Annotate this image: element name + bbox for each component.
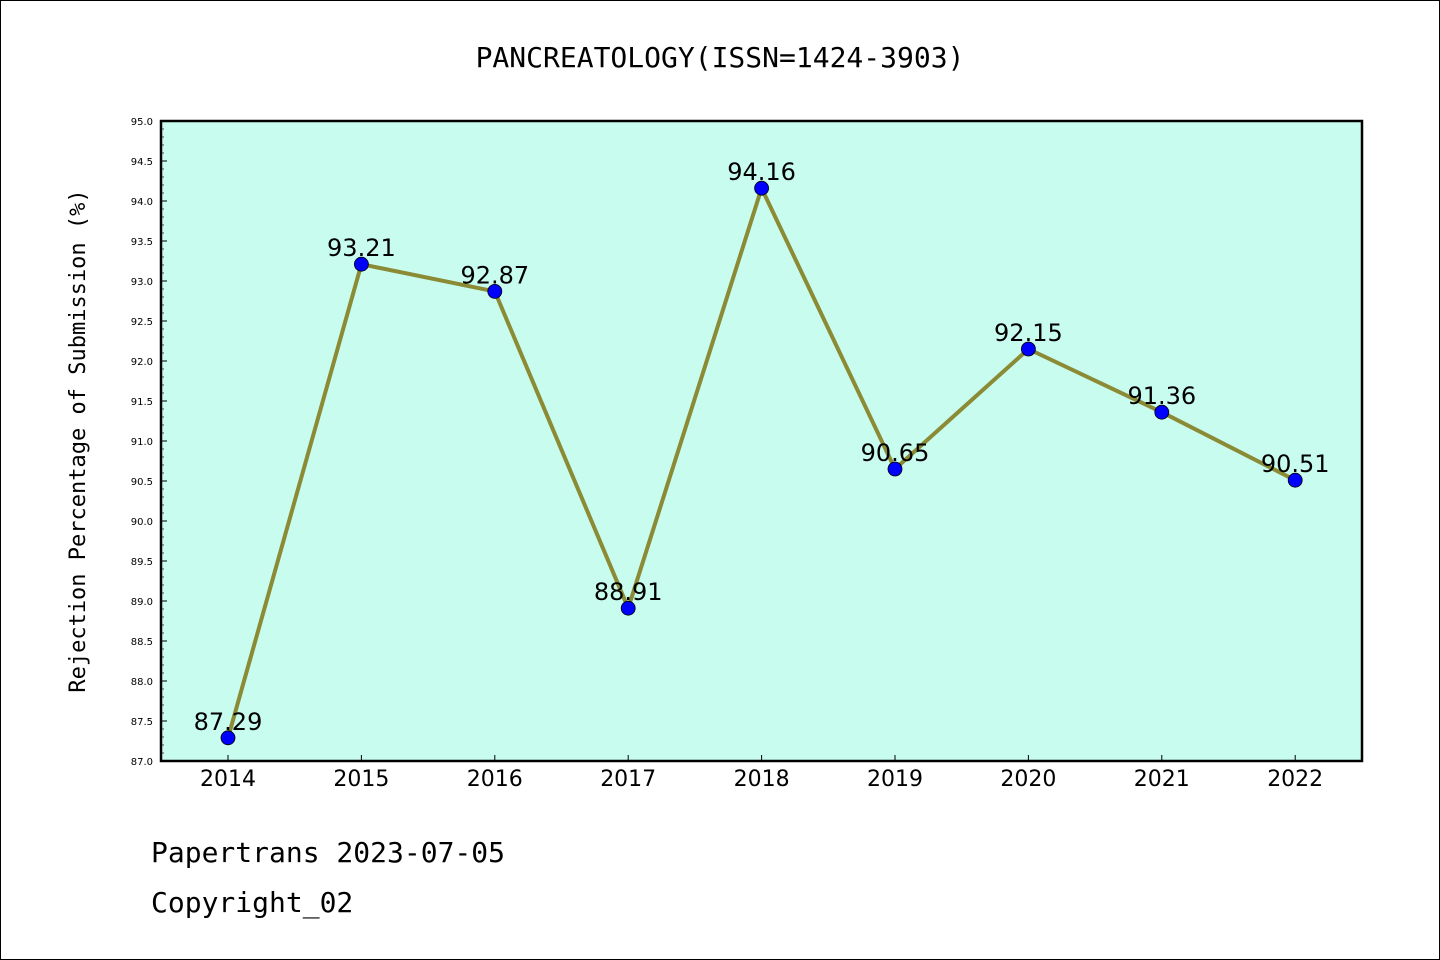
data-point <box>1021 341 1036 357</box>
y-tick-label: 88.0 <box>131 677 153 688</box>
y-tick-label: 89.5 <box>131 557 153 568</box>
data-point <box>1287 472 1303 488</box>
y-axis-label: Rejection Percentage of Submission (%) <box>66 189 91 692</box>
data-label: 91.36 <box>1127 382 1196 410</box>
chart-title: PANCREATOLOGY(ISSN=1424-3903) <box>476 41 965 74</box>
data-point <box>887 461 903 477</box>
y-tick-label: 91.5 <box>131 397 153 408</box>
y-tick-label: 93.5 <box>131 237 153 248</box>
data-label: 88.91 <box>594 578 663 606</box>
y-tick-label: 92.0 <box>131 357 153 368</box>
data-label: 90.65 <box>861 439 930 467</box>
y-tick-label: 89.0 <box>131 597 153 608</box>
y-tick-label: 87.5 <box>131 717 153 728</box>
x-tick-label: 2015 <box>333 767 389 792</box>
x-tick-label: 2020 <box>1000 767 1056 792</box>
y-tick-label: 90.0 <box>131 517 153 528</box>
x-tick-label: 2019 <box>867 767 923 792</box>
x-tick-label: 2018 <box>734 767 790 792</box>
data-label: 92.87 <box>460 261 529 289</box>
y-tick-label: 95.0 <box>131 117 153 128</box>
data-point <box>220 730 236 746</box>
data-point <box>1154 404 1170 420</box>
x-tick-label: 2021 <box>1134 767 1190 792</box>
plot-frame <box>159 119 1364 763</box>
plot-area <box>161 121 1362 761</box>
y-tick-label: 92.5 <box>131 317 153 328</box>
data-label: 92.15 <box>994 319 1063 347</box>
data-markers <box>220 180 1303 746</box>
y-tick-label: 93.0 <box>131 277 153 288</box>
x-tick-label: 2014 <box>200 767 256 792</box>
data-point <box>487 283 503 299</box>
data-label: 90.51 <box>1261 450 1330 478</box>
data-label: 93.21 <box>327 234 396 262</box>
y-tick-label: 91.0 <box>131 437 153 448</box>
data-point <box>754 180 769 196</box>
data-label: 87.29 <box>194 708 263 736</box>
y-tick-label: 90.5 <box>131 477 153 488</box>
x-axis: 2014 2015 2016 2017 2018 2019 2020 2021 2022 <box>200 755 1323 792</box>
x-tick-label: 2022 <box>1267 767 1323 792</box>
footer-copyright: Copyright_02 <box>151 886 354 919</box>
footer-date: Papertrans 2023-07-05 <box>151 836 506 869</box>
data-label: 94.16 <box>727 158 796 186</box>
data-point <box>353 256 369 272</box>
y-tick-label: 88.5 <box>131 637 153 648</box>
data-point <box>620 600 636 616</box>
y-tick-label: 94.5 <box>131 157 153 168</box>
data-labels: 87.29 93.21 92.87 88.91 94.16 90.65 92.15 91.36… <box>194 158 1330 736</box>
x-tick-label: 2016 <box>467 767 523 792</box>
y-tick-label: 94.0 <box>131 197 153 208</box>
x-tick-label: 2017 <box>600 767 656 792</box>
y-tick-label: 87.0 <box>131 757 153 768</box>
